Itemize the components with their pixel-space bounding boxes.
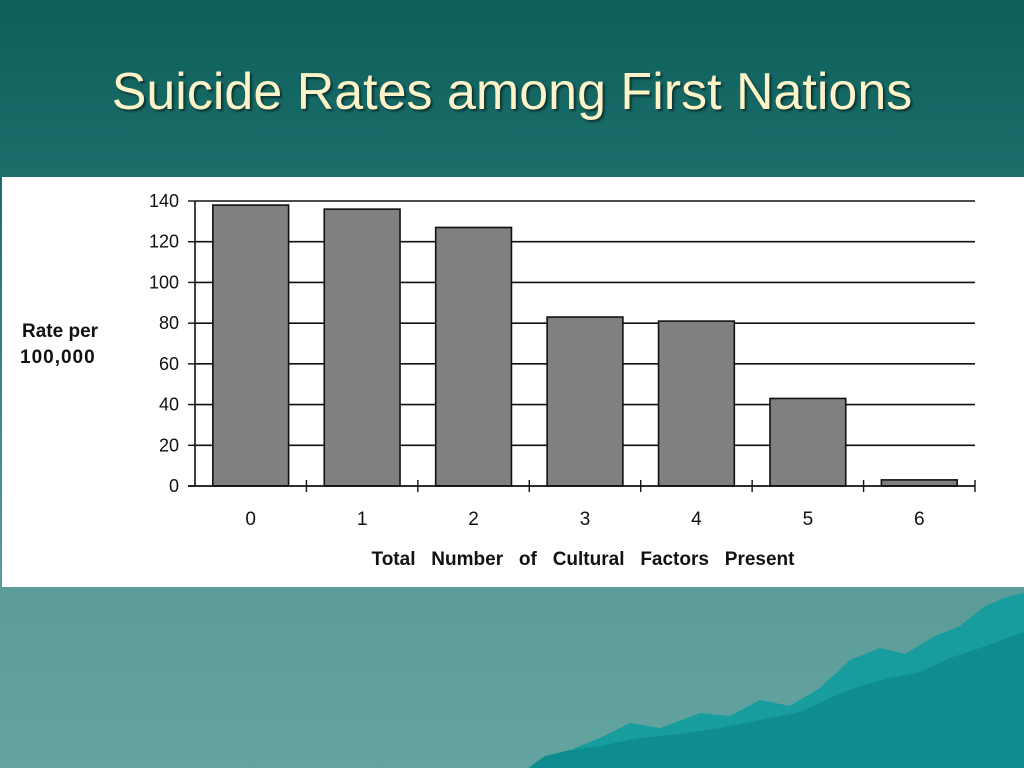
bar-chart: 0 20 40 60 80 100 120 140 0 1 2 3 4 5 6 Rate per 100,… xyxy=(20,191,976,570)
x-tick-labels: 0 1 2 3 4 5 6 xyxy=(245,509,924,530)
bar-1 xyxy=(323,208,401,487)
bars xyxy=(212,204,958,487)
x-tick-label: 2 xyxy=(468,509,479,530)
y-tick-label: 140 xyxy=(149,191,179,211)
bar-6 xyxy=(880,479,958,487)
y-axis-label-line2: 100,000 xyxy=(20,347,96,368)
y-tick-label: 80 xyxy=(159,313,179,333)
y-tick-label: 40 xyxy=(159,395,179,415)
y-tick-label: 100 xyxy=(149,272,179,292)
x-tick-label: 3 xyxy=(580,509,591,530)
y-tick-labels: 0 20 40 60 80 100 120 140 xyxy=(149,191,179,496)
y-axis-label-line1: Rate per xyxy=(22,321,99,342)
x-tick-label: 4 xyxy=(691,509,702,530)
axes xyxy=(188,201,976,492)
y-tick-label: 20 xyxy=(159,435,179,455)
bar-3 xyxy=(546,316,624,487)
x-tick-label: 1 xyxy=(357,509,368,530)
x-tick-label: 0 xyxy=(245,509,256,530)
y-tick-label: 60 xyxy=(159,354,179,374)
x-tick-label: 5 xyxy=(803,509,814,530)
mountain-front-shape xyxy=(528,632,1024,768)
x-axis-label: Total Number of Cultural Factors Present xyxy=(372,549,796,570)
bar-5 xyxy=(769,397,847,487)
bar-0 xyxy=(212,204,290,487)
x-tick-label: 6 xyxy=(914,509,925,530)
slide-title: Suicide Rates among First Nations xyxy=(111,63,913,121)
bar-4 xyxy=(657,320,736,487)
bar-2 xyxy=(434,226,513,487)
chart-panel: 0 20 40 60 80 100 120 140 0 1 2 3 4 5 6 Rate per 100,… xyxy=(2,177,1024,587)
y-tick-label: 0 xyxy=(169,476,179,496)
mountain-decoration xyxy=(528,593,1024,768)
y-tick-label: 120 xyxy=(149,232,179,252)
